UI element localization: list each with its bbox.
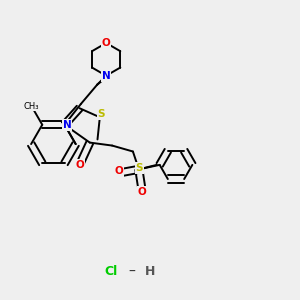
Text: S: S	[98, 109, 105, 119]
Text: O: O	[137, 187, 146, 197]
Text: H: H	[145, 266, 155, 278]
Text: S: S	[136, 163, 143, 173]
Text: CH₃: CH₃	[23, 102, 39, 111]
Text: Cl: Cl	[105, 266, 118, 278]
Text: O: O	[102, 38, 110, 48]
Text: O: O	[115, 167, 123, 176]
Text: N: N	[63, 120, 71, 130]
Text: –: –	[129, 265, 136, 279]
Text: N: N	[102, 71, 110, 81]
Text: O: O	[75, 160, 84, 170]
